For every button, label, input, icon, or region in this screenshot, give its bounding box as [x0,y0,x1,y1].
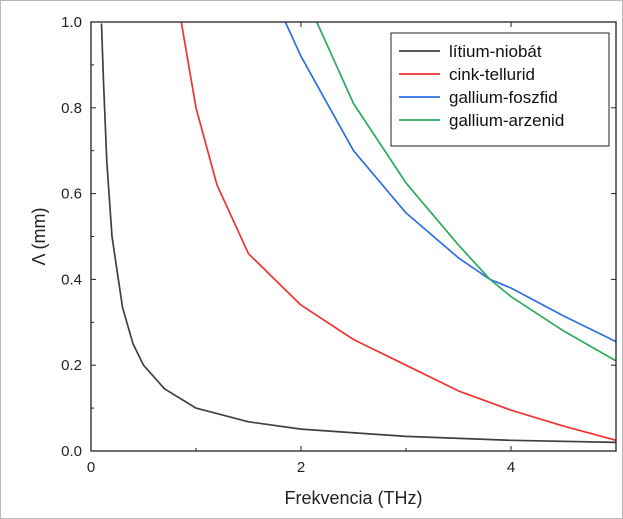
legend-label-2: cink-tellurid [449,65,535,84]
legend: lítium-niobát cink-tellurid gallium-foszfi… [390,32,610,147]
axis-layer: 0 2 4 0.0 0.2 0.4 0.6 0.8 1.0 [61,14,617,476]
legend-label-1: lítium-niobát [449,42,542,61]
y-tick-label: 0.6 [61,186,82,203]
series-layer [100,22,616,444]
y-tick-label: 0.8 [61,100,82,117]
y-tick-label: 1.0 [61,14,82,31]
series-line-2 [180,22,616,442]
series-line-4 [315,22,616,362]
x-tick-label: 2 [297,459,305,476]
legend-label-3: gallium-foszfid [449,88,558,107]
y-tick-label: 0.0 [61,443,82,460]
y-tick-label: 0.4 [61,271,82,288]
series-line-3 [284,22,616,343]
y-axis-title: Λ (mm) [29,207,49,265]
x-axis-title: Frekvencia (THz) [284,488,422,508]
x-tick-label: 4 [507,459,515,476]
x-tick-label: 0 [87,459,95,476]
y-tick-label: 0.2 [61,357,82,374]
series-line-1 [100,23,616,444]
legend-label-4: gallium-arzenid [449,111,564,130]
